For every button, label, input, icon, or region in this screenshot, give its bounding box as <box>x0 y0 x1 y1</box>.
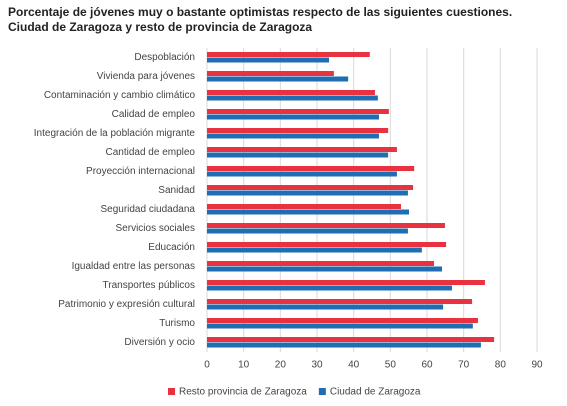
y-tick-label: Despoblación <box>134 52 195 63</box>
x-tick-label: 40 <box>348 360 360 371</box>
y-tick-label: Turismo <box>159 318 195 329</box>
bar <box>207 299 473 304</box>
bar <box>207 128 389 133</box>
bar <box>207 242 447 247</box>
bar <box>207 261 434 266</box>
bar <box>207 285 452 291</box>
x-tick-label: 70 <box>458 360 470 371</box>
bar <box>207 185 414 190</box>
legend-label: Resto provincia de Zaragoza <box>179 387 307 398</box>
x-tick-label: 50 <box>385 360 397 371</box>
y-tick-label: Vivienda para jóvenes <box>97 71 195 82</box>
y-tick-label: Seguridad ciudadana <box>100 204 195 215</box>
bar <box>207 223 445 228</box>
legend-label: Ciudad de Zaragoza <box>330 387 421 398</box>
y-tick-label: Transportes públicos <box>103 280 195 291</box>
bar <box>207 190 408 196</box>
chart-subtitle: Ciudad de Zaragoza y resto de provincia … <box>8 20 312 34</box>
bar <box>207 52 370 57</box>
bar <box>207 323 473 329</box>
y-tick-label: Educación <box>148 242 195 253</box>
bar <box>207 71 334 76</box>
y-tick-label: Servicios sociales <box>116 223 195 234</box>
x-tick-label: 20 <box>275 360 287 371</box>
bar <box>207 304 444 310</box>
x-tick-label: 90 <box>531 360 543 371</box>
y-tick-label: Cantidad de empleo <box>105 147 195 158</box>
x-tick-label: 0 <box>204 360 210 371</box>
bar <box>207 152 389 158</box>
bar <box>207 171 397 177</box>
bar <box>207 318 478 323</box>
y-tick-label: Integración de la población migrante <box>34 128 196 139</box>
y-tick-label: Sanidad <box>158 185 195 196</box>
bar <box>207 147 397 152</box>
bar <box>207 280 485 285</box>
bar <box>207 114 379 120</box>
legend-swatch <box>168 388 175 395</box>
x-tick-label: 80 <box>495 360 507 371</box>
bar <box>207 247 422 253</box>
y-tick-label: Calidad de empleo <box>112 109 196 120</box>
bar <box>207 95 378 101</box>
x-tick-label: 60 <box>421 360 433 371</box>
bar <box>207 228 408 234</box>
bar <box>207 166 415 171</box>
y-tick-label: Proyección internacional <box>86 166 195 177</box>
bar <box>207 337 495 342</box>
bar <box>207 76 349 82</box>
chart-title: Porcentaje de jóvenes muy o bastante opt… <box>8 5 512 19</box>
y-tick-label: Diversión y ocio <box>124 337 195 348</box>
bar <box>207 133 379 139</box>
x-tick-label: 30 <box>311 360 323 371</box>
x-tick-label: 10 <box>238 360 250 371</box>
legend-swatch <box>318 388 326 395</box>
bar <box>207 266 443 272</box>
y-tick-label: Contaminación y cambio climático <box>44 90 196 101</box>
y-tick-label: Igualdad entre las personas <box>72 261 195 272</box>
bar <box>207 209 410 215</box>
bar <box>207 204 401 209</box>
y-tick-label: Patrimonio y expresión cultural <box>58 299 195 310</box>
bar <box>207 90 375 95</box>
bar <box>207 342 481 348</box>
bar <box>207 109 389 114</box>
bar <box>207 57 330 63</box>
